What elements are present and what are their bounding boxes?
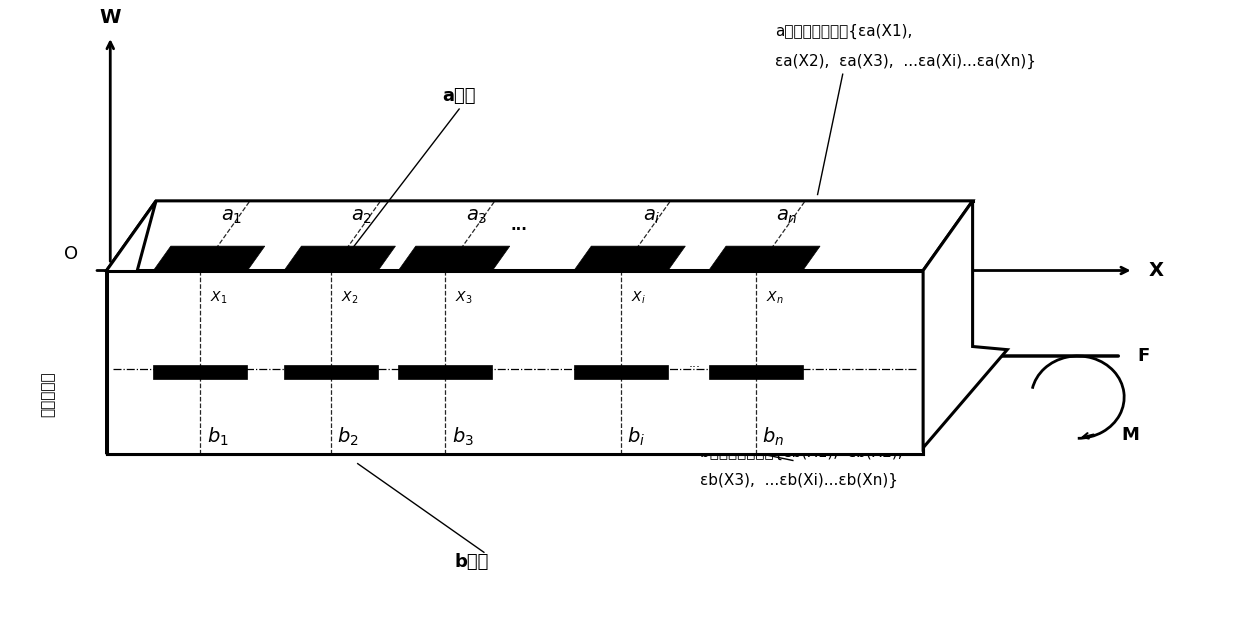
Text: $b_3$: $b_3$ <box>451 425 474 448</box>
Text: 左端面固定: 左端面固定 <box>41 371 56 417</box>
Text: ···: ··· <box>526 364 537 377</box>
Text: W: W <box>99 8 122 27</box>
Text: $a_3$: $a_3$ <box>465 208 487 226</box>
Text: $b_2$: $b_2$ <box>337 425 358 448</box>
Text: M: M <box>1121 426 1140 444</box>
Text: ···: ··· <box>511 222 527 237</box>
Polygon shape <box>107 201 156 454</box>
Text: a表面各点应变值{εa(X1),: a表面各点应变值{εa(X1), <box>775 24 913 39</box>
Text: $X_1$: $X_1$ <box>211 289 228 306</box>
Polygon shape <box>284 366 378 380</box>
Text: $b_i$: $b_i$ <box>627 425 645 448</box>
Polygon shape <box>284 246 396 270</box>
Text: a表面: a表面 <box>443 87 476 106</box>
Polygon shape <box>107 201 972 270</box>
Polygon shape <box>107 385 923 454</box>
Text: b表面: b表面 <box>454 553 489 570</box>
Text: ···: ··· <box>688 361 701 374</box>
Text: $b_1$: $b_1$ <box>207 425 228 448</box>
Text: b表面各点应变值{εb(X1),  εb(X2),: b表面各点应变值{εb(X1), εb(X2), <box>701 445 903 460</box>
Text: $b_n$: $b_n$ <box>761 425 784 448</box>
Text: $X_3$: $X_3$ <box>455 289 472 306</box>
Text: $a_n$: $a_n$ <box>776 208 797 226</box>
Polygon shape <box>709 246 820 270</box>
Text: εa(X2),  εa(X3),  ...εa(Xi)...εa(Xn)}: εa(X2), εa(X3), ...εa(Xi)...εa(Xn)} <box>775 53 1035 69</box>
Text: O: O <box>64 245 78 263</box>
Text: F: F <box>1137 347 1149 365</box>
Text: $X_2$: $X_2$ <box>341 289 358 306</box>
Polygon shape <box>574 366 668 380</box>
Polygon shape <box>154 246 265 270</box>
Text: $a_1$: $a_1$ <box>221 208 242 226</box>
Polygon shape <box>107 270 923 454</box>
Polygon shape <box>709 366 802 380</box>
Text: $a_i$: $a_i$ <box>644 208 661 226</box>
Text: X: X <box>1148 261 1163 280</box>
Text: $X_n$: $X_n$ <box>765 289 784 306</box>
Polygon shape <box>398 246 510 270</box>
Polygon shape <box>154 366 248 380</box>
Polygon shape <box>923 201 1007 448</box>
Text: εb(X3),  ...εb(Xi)...εb(Xn)}: εb(X3), ...εb(Xi)...εb(Xn)} <box>701 473 899 488</box>
Text: $X_i$: $X_i$ <box>631 289 646 306</box>
Polygon shape <box>574 246 686 270</box>
Polygon shape <box>398 366 492 380</box>
Text: $a_2$: $a_2$ <box>351 208 373 226</box>
